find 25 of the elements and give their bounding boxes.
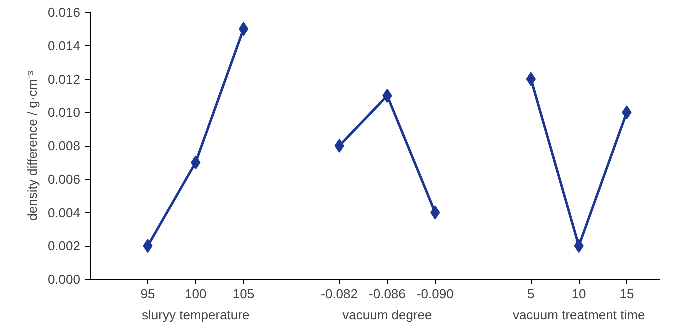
x-tick-label: 105 xyxy=(232,286,255,302)
x-tick-label: 15 xyxy=(620,286,634,302)
x-tick-label: 5 xyxy=(528,286,535,302)
y-tick-label: 0.006 xyxy=(48,172,81,187)
y-tick-label: 0.002 xyxy=(48,238,81,254)
x-tick-label: 10 xyxy=(572,286,586,302)
y-tick-label: 0.004 xyxy=(48,205,81,220)
point xyxy=(334,139,344,153)
x-tick-label: -0.086 xyxy=(369,286,406,302)
text: sluryy temperature xyxy=(142,308,250,322)
y-tick-label: 0.016 xyxy=(48,5,81,20)
x-tick-label: -0.082 xyxy=(321,286,358,302)
y-tick-label: 0.014 xyxy=(48,38,81,54)
y-tick-label: 0.008 xyxy=(48,138,81,154)
point xyxy=(238,22,249,36)
text: vacuum treatment time xyxy=(512,308,646,322)
y-tick-label: 0.012 xyxy=(48,72,81,87)
point xyxy=(526,72,536,86)
x-tick-label: 100 xyxy=(185,286,207,302)
x-tick-label: 95 xyxy=(140,286,156,302)
text: vacuum degree xyxy=(342,308,432,322)
y-tick-label: 0.010 xyxy=(48,105,81,120)
y-axis-title: density difference / g·cm⁻³ xyxy=(24,70,40,221)
y-tick-label: 0.000 xyxy=(48,272,81,287)
x-tick-label: -0.090 xyxy=(416,286,454,302)
